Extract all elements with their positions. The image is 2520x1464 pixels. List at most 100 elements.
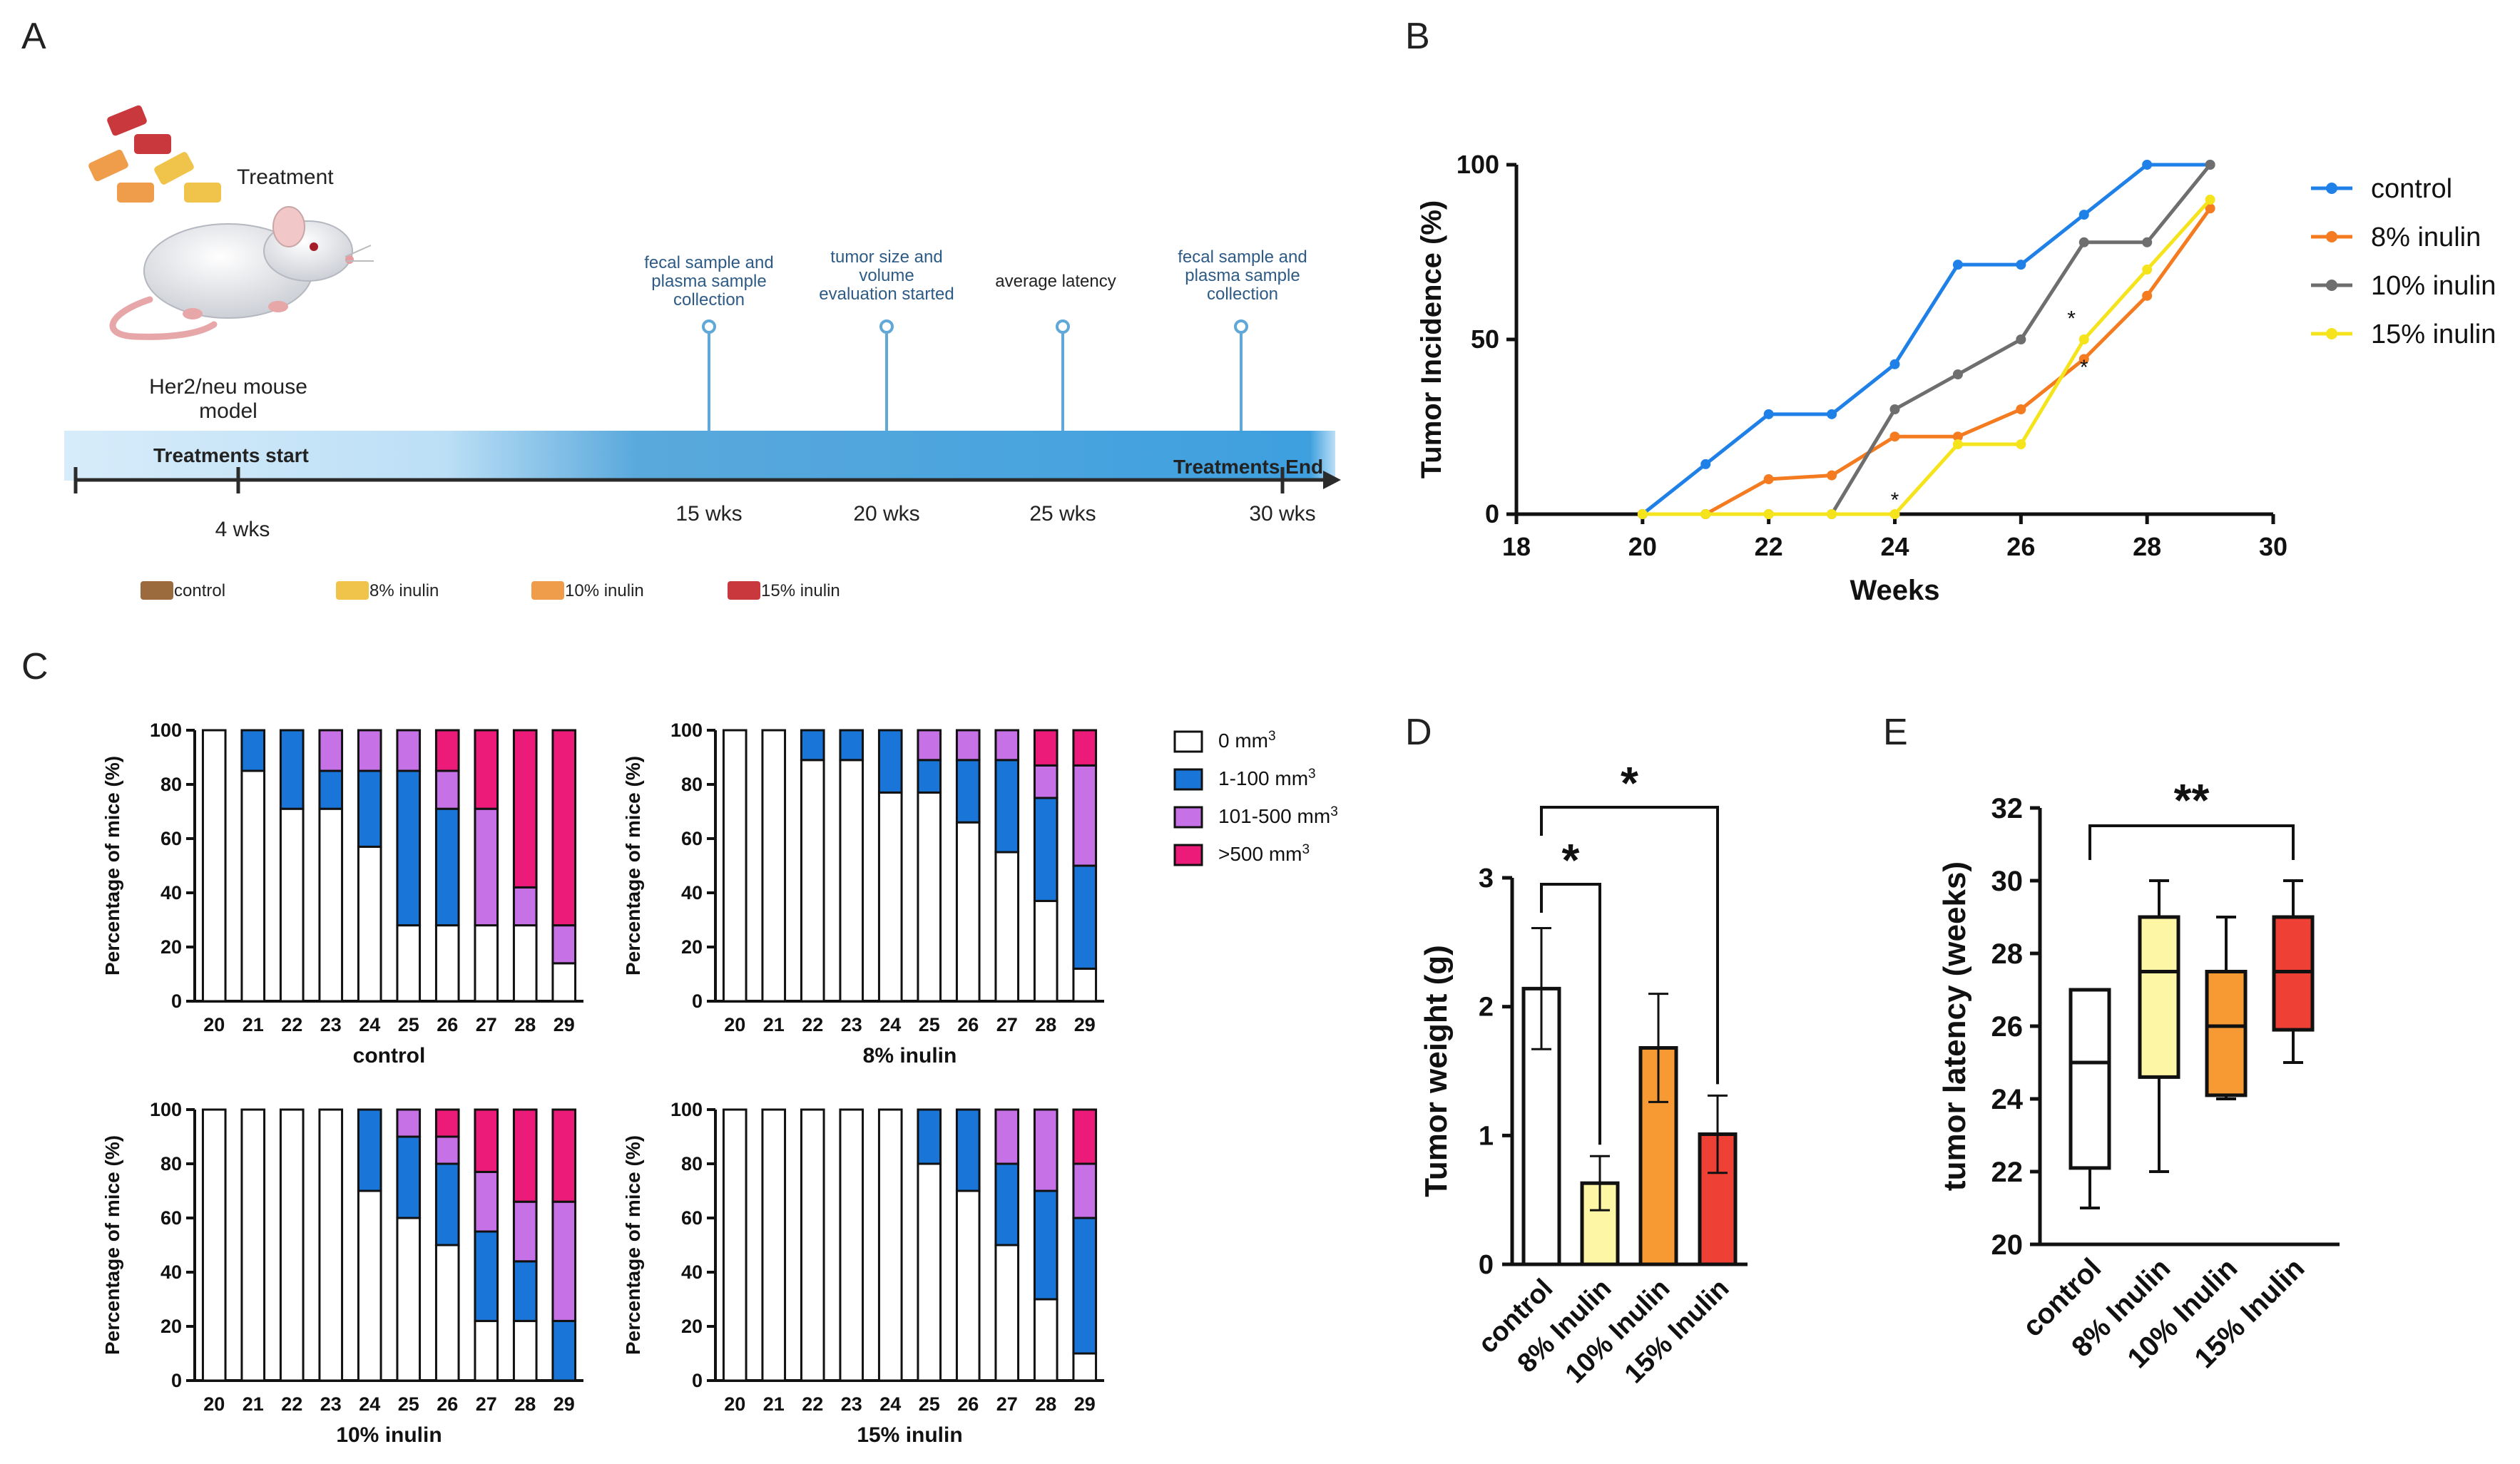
stack-segment xyxy=(1072,1352,1098,1382)
stack-segment xyxy=(761,1108,787,1382)
y-tick-label: 50 xyxy=(1471,324,1499,354)
panel-title: control xyxy=(353,1044,426,1068)
data-point xyxy=(2142,290,2153,301)
x-tick-label: 29 xyxy=(554,1393,575,1415)
legend-label: 15% inulin xyxy=(2371,319,2496,349)
y-tick-label: 0 xyxy=(171,1370,182,1391)
stack-segment xyxy=(512,1200,538,1263)
stack-segment xyxy=(917,1162,942,1382)
stack-segment xyxy=(240,729,266,772)
stack-segment xyxy=(1072,967,1098,1003)
legend-label: 10% inulin xyxy=(2371,271,2496,301)
event-pin-3: average latency xyxy=(995,272,1116,431)
treatments-end-label: Treatments End xyxy=(1173,456,1323,478)
significance-bracket xyxy=(1540,806,1719,1085)
x-tick-label: 26 xyxy=(957,1014,979,1035)
data-point xyxy=(1889,509,1900,519)
stack-segment xyxy=(396,729,422,772)
legend-label: control xyxy=(2371,174,2452,204)
stack-segment xyxy=(955,759,981,824)
stack-segment xyxy=(1033,729,1058,767)
mouse-label-line2: model xyxy=(199,399,257,423)
y-tick-label: 22 xyxy=(1991,1157,2024,1188)
y-axis-label: Percentage of mice (%) xyxy=(101,1135,123,1355)
stack-segment xyxy=(474,1170,499,1233)
x-tick-label: 25 xyxy=(919,1014,940,1035)
stack-segment xyxy=(1033,797,1058,902)
mouse-icon xyxy=(109,206,374,340)
incidence-line-chart: 0 50 100 18 20 22 24 26 28 30 Weeks Tumor Incidence… xyxy=(1416,150,2496,606)
significance-star: * xyxy=(1562,834,1580,886)
x-tick-label: 27 xyxy=(476,1393,497,1415)
stack-segment xyxy=(396,769,422,927)
legend-swatch xyxy=(1173,768,1203,791)
data-point xyxy=(1763,509,1774,519)
pellet-legend-8: 8% inulin xyxy=(369,581,439,600)
data-point xyxy=(1827,409,1837,419)
y-tick-label: 40 xyxy=(681,1261,703,1283)
stack-segment xyxy=(1033,1189,1058,1301)
y-tick-label: 80 xyxy=(681,774,703,795)
stack-segment xyxy=(917,791,942,1003)
pellet-legend-15: 15% inulin xyxy=(761,581,840,600)
stack-segment xyxy=(1072,864,1098,970)
data-point xyxy=(1889,431,1900,442)
stack-segment xyxy=(1072,1162,1098,1219)
y-tick-label: 0 xyxy=(1485,499,1499,528)
significance-star: * xyxy=(2080,356,2088,379)
data-point xyxy=(1700,509,1711,519)
x-tick-label: 18 xyxy=(1502,532,1531,561)
y-tick-label: 0 xyxy=(692,1370,703,1391)
y-tick-label: 30 xyxy=(1991,866,2024,897)
x-tick-label: 21 xyxy=(243,1014,264,1035)
x-tick-label: 28 xyxy=(514,1014,536,1035)
stack-segment xyxy=(839,759,864,1003)
stack-segment xyxy=(357,729,382,772)
y-axis-label: Tumor Incidence (%) xyxy=(1416,200,1447,478)
stack-segment xyxy=(1072,1108,1098,1165)
stack-segment xyxy=(1072,764,1098,867)
y-tick-label: 28 xyxy=(1991,938,2024,970)
significance-bracket xyxy=(1540,883,1601,1145)
x-tick-label: 27 xyxy=(996,1014,1018,1035)
panel-b: B 0 50 100 18 20 22 24 26 28 30 Weeks Tumor Inciden… xyxy=(1405,16,2496,606)
stack-segment xyxy=(512,1319,538,1382)
treatment-label: Treatment xyxy=(237,165,334,189)
legend-swatch xyxy=(1173,730,1203,753)
stack-segment xyxy=(318,729,344,772)
y-tick-label: 0 xyxy=(692,990,703,1012)
data-point xyxy=(2142,237,2153,247)
event-1-line2: plasma sample xyxy=(651,272,766,291)
stack-segment xyxy=(318,807,344,1003)
x-tick-label: 20 xyxy=(724,1014,745,1035)
y-tick-label: 40 xyxy=(681,882,703,904)
pellet-legend-swatch-10 xyxy=(531,581,564,600)
timeline-axis xyxy=(73,467,1341,493)
x-tick-label: 22 xyxy=(281,1393,302,1415)
stack-segment xyxy=(877,791,903,1003)
x-tick-label: 22 xyxy=(281,1014,302,1035)
x-tick-label: 21 xyxy=(763,1393,785,1415)
x-tick-label: 25 xyxy=(398,1393,419,1415)
x-tick-label: 26 xyxy=(957,1393,979,1415)
panel-title: 10% inulin xyxy=(336,1423,442,1447)
y-tick-label: 40 xyxy=(160,882,182,904)
y-tick-label: 20 xyxy=(681,1316,703,1337)
stack-segment xyxy=(434,807,460,927)
timeline-band xyxy=(64,431,1335,481)
x-tick-label: 25 xyxy=(919,1393,940,1415)
data-point xyxy=(1700,459,1711,469)
stack-segment xyxy=(800,1108,825,1382)
legend-marker xyxy=(2326,231,2337,242)
x-tick-label: 22 xyxy=(802,1014,823,1035)
x-tick-label: 28 xyxy=(514,1393,536,1415)
data-point xyxy=(1952,439,1963,449)
stack-segment xyxy=(357,769,382,848)
x-tick-label: 26 xyxy=(437,1393,458,1415)
x-tick-label: 25 xyxy=(398,1014,419,1035)
x-tick-label: 21 xyxy=(243,1393,264,1415)
y-tick-label: 100 xyxy=(670,720,703,741)
stack-segment xyxy=(551,1108,577,1203)
